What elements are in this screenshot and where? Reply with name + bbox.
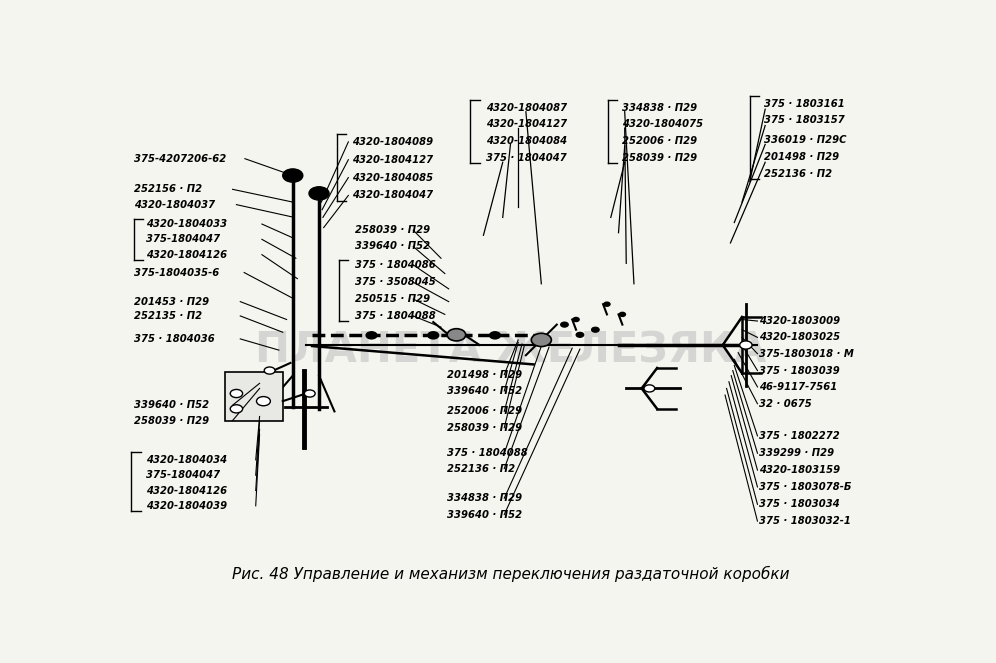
Text: 4320-1804084: 4320-1804084 xyxy=(486,136,567,146)
Circle shape xyxy=(620,312,625,316)
Text: 375 · 1804088: 375 · 1804088 xyxy=(355,311,435,321)
Text: 375 · 1803039: 375 · 1803039 xyxy=(759,365,840,375)
Circle shape xyxy=(644,385,654,392)
Text: 339640 · П52: 339640 · П52 xyxy=(447,386,522,396)
Text: 375-1804047: 375-1804047 xyxy=(146,470,220,480)
Circle shape xyxy=(264,367,275,374)
Text: 375 · 1804086: 375 · 1804086 xyxy=(355,260,435,270)
Text: 201498 · П29: 201498 · П29 xyxy=(447,370,522,380)
Text: 258039 · П29: 258039 · П29 xyxy=(447,423,522,433)
Circle shape xyxy=(283,169,303,182)
Text: 375 · 1804047: 375 · 1804047 xyxy=(486,152,567,162)
Text: 339640 · П52: 339640 · П52 xyxy=(355,241,429,251)
Text: 4320-1804037: 4320-1804037 xyxy=(133,200,215,210)
Text: 375 · 3508045: 375 · 3508045 xyxy=(355,277,435,287)
Text: 375 · 1804088: 375 · 1804088 xyxy=(447,448,528,458)
Text: 4320-1804087: 4320-1804087 xyxy=(486,103,567,113)
Text: Рис. 48 Управление и механизм переключения раздаточной коробки: Рис. 48 Управление и механизм переключен… xyxy=(232,566,789,582)
Circle shape xyxy=(309,187,329,200)
Text: ПЛАНЕТА ЖЕЛЕЗЯКА: ПЛАНЕТА ЖЕЛЕЗЯКА xyxy=(255,329,766,371)
Text: 375-1804035-6: 375-1804035-6 xyxy=(133,268,219,278)
Circle shape xyxy=(573,318,579,322)
Text: 252136 · П2: 252136 · П2 xyxy=(447,463,515,473)
Text: 252136 · П2: 252136 · П2 xyxy=(764,169,832,179)
Text: 336019 · П29С: 336019 · П29С xyxy=(764,135,847,145)
Circle shape xyxy=(428,332,438,339)
Text: 375-1804047: 375-1804047 xyxy=(146,234,220,245)
Circle shape xyxy=(592,327,600,332)
Text: 375 · 1803034: 375 · 1803034 xyxy=(759,499,840,509)
Circle shape xyxy=(740,341,752,349)
Text: 4320-1804127: 4320-1804127 xyxy=(486,119,567,129)
Circle shape xyxy=(367,332,376,339)
Text: 375 · 1804036: 375 · 1804036 xyxy=(133,334,214,344)
Text: 252006 · П29: 252006 · П29 xyxy=(622,136,697,146)
Circle shape xyxy=(561,322,569,327)
Text: 334838 · П29: 334838 · П29 xyxy=(622,103,697,113)
Text: 4320-1804034: 4320-1804034 xyxy=(146,455,227,465)
Text: 339640 · П52: 339640 · П52 xyxy=(133,400,209,410)
Bar xyxy=(225,372,283,420)
Circle shape xyxy=(490,332,500,339)
Text: 375 · 1803157: 375 · 1803157 xyxy=(764,115,845,125)
Text: 4320-1803009: 4320-1803009 xyxy=(759,316,841,326)
Text: 4320-1804085: 4320-1804085 xyxy=(353,172,433,182)
Text: 201498 · П29: 201498 · П29 xyxy=(764,152,839,162)
Text: 4320-1804127: 4320-1804127 xyxy=(353,154,433,164)
Text: 32 · 0675: 32 · 0675 xyxy=(759,398,812,408)
Circle shape xyxy=(230,389,243,398)
Text: 46-9117-7561: 46-9117-7561 xyxy=(759,382,838,392)
Circle shape xyxy=(305,390,315,397)
Text: 4320-1804047: 4320-1804047 xyxy=(353,190,433,200)
Text: 4320-1804089: 4320-1804089 xyxy=(353,137,433,147)
Circle shape xyxy=(447,329,466,341)
Text: 4320-1804126: 4320-1804126 xyxy=(146,485,227,495)
Text: 4320-1804033: 4320-1804033 xyxy=(146,219,227,229)
Text: 258039 · П29: 258039 · П29 xyxy=(133,416,209,426)
Text: 375 · 1802272: 375 · 1802272 xyxy=(759,431,840,441)
Circle shape xyxy=(531,333,552,347)
Circle shape xyxy=(257,396,270,406)
Text: 375 · 1803161: 375 · 1803161 xyxy=(764,99,845,109)
Text: 201453 · П29: 201453 · П29 xyxy=(133,296,209,306)
Text: 375 · 1803032-1: 375 · 1803032-1 xyxy=(759,516,851,526)
Text: 4320-1804126: 4320-1804126 xyxy=(146,250,227,260)
Text: 4320-1803025: 4320-1803025 xyxy=(759,332,841,342)
Text: 258039 · П29: 258039 · П29 xyxy=(622,152,697,162)
Text: 4320-1803159: 4320-1803159 xyxy=(759,465,841,475)
Circle shape xyxy=(230,404,243,413)
Text: 339299 · П29: 339299 · П29 xyxy=(759,448,834,458)
Text: 252156 · П2: 252156 · П2 xyxy=(133,184,202,194)
Text: 339640 · П52: 339640 · П52 xyxy=(447,509,522,520)
Text: 334838 · П29: 334838 · П29 xyxy=(447,493,522,503)
Text: 375 · 1803078-Б: 375 · 1803078-Б xyxy=(759,482,852,492)
Text: 252006 · П29: 252006 · П29 xyxy=(447,406,522,416)
Text: 4320-1804075: 4320-1804075 xyxy=(622,119,703,129)
Text: 375-4207206-62: 375-4207206-62 xyxy=(133,154,226,164)
Circle shape xyxy=(576,332,584,337)
Text: 258039 · П29: 258039 · П29 xyxy=(355,225,429,235)
Text: 375-1803018 · М: 375-1803018 · М xyxy=(759,349,854,359)
Text: 250515 · П29: 250515 · П29 xyxy=(355,294,429,304)
Circle shape xyxy=(604,302,610,306)
Text: 4320-1804039: 4320-1804039 xyxy=(146,501,227,511)
Text: 252135 · П2: 252135 · П2 xyxy=(133,311,202,321)
